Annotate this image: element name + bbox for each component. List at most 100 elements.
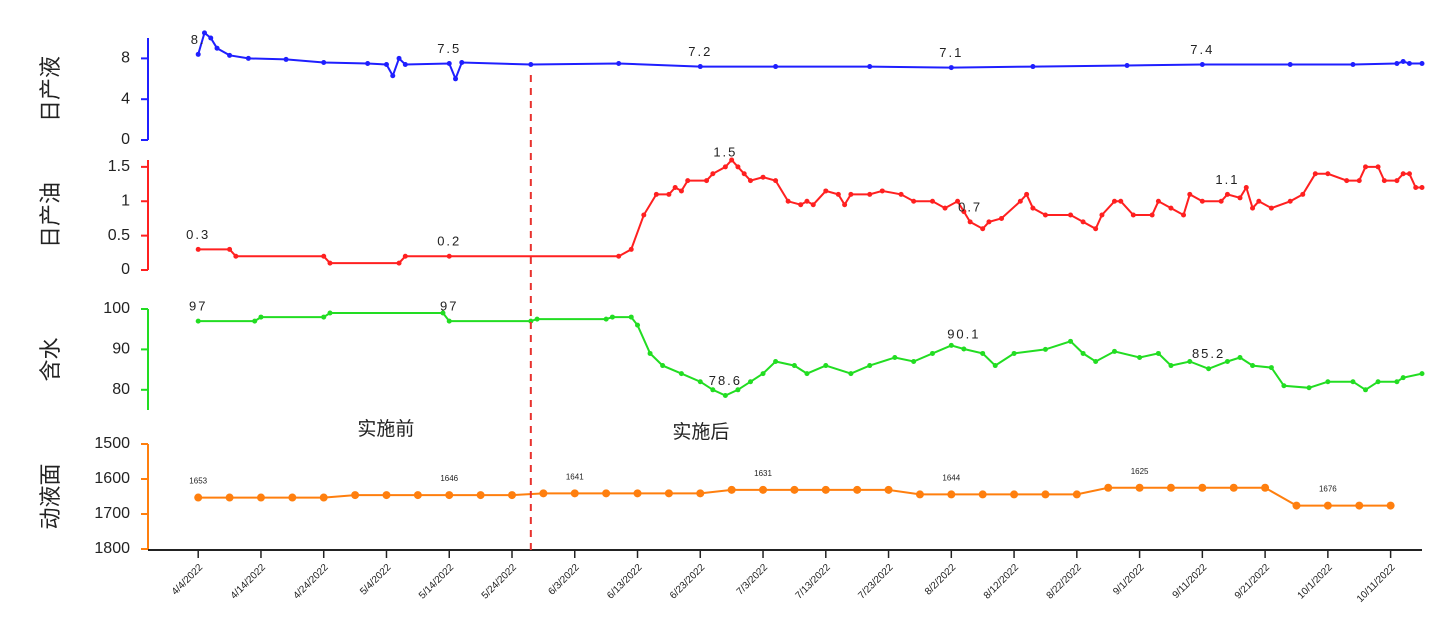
data-point	[1325, 171, 1331, 177]
data-point	[1287, 62, 1293, 68]
data-point	[986, 219, 992, 225]
data-point	[741, 171, 747, 177]
data-point	[747, 178, 753, 184]
data-point	[898, 191, 904, 197]
data-label: 0.3	[186, 227, 210, 242]
data-label: 85.2	[1192, 346, 1225, 361]
data-point	[283, 56, 289, 62]
y-tick-label: 4	[121, 90, 130, 107]
x-tick-label: 9/11/2022	[1171, 562, 1210, 601]
data-point	[1419, 61, 1425, 66]
data-point	[383, 62, 389, 68]
data-point	[365, 61, 371, 66]
data-point	[1072, 490, 1081, 499]
x-tick-label: 8/12/2022	[982, 562, 1022, 602]
phase-label: 实施后	[672, 421, 729, 443]
data-point	[947, 490, 956, 499]
data-point	[1168, 205, 1174, 211]
data-point	[319, 493, 328, 502]
data-point	[955, 198, 961, 204]
data-point	[402, 253, 408, 259]
data-point	[1041, 490, 1050, 499]
data-point	[233, 253, 239, 259]
x-tick-label: 8/22/2022	[1045, 562, 1085, 602]
data-point	[1292, 501, 1301, 510]
data-point	[1394, 379, 1400, 385]
data-label: 1653	[189, 477, 207, 486]
data-point	[678, 371, 684, 377]
data-point	[1419, 185, 1425, 190]
x-tick-label: 9/1/2022	[1111, 562, 1147, 598]
y-tick-label: 1	[121, 192, 130, 209]
data-point	[1124, 63, 1130, 69]
y-axis-label: 日产油	[39, 182, 64, 248]
data-point	[635, 322, 641, 328]
data-point	[929, 198, 935, 204]
data-line	[197, 31, 1422, 82]
y-tick-label: 1700	[94, 505, 130, 522]
data-point	[1187, 359, 1193, 365]
data-point	[1099, 212, 1105, 218]
data-point	[1413, 185, 1419, 190]
data-point	[227, 246, 233, 252]
data-point	[633, 489, 642, 498]
data-point	[848, 191, 854, 197]
data-point	[653, 191, 659, 197]
data-point	[453, 76, 459, 82]
y-axis-label: 含水	[39, 337, 64, 381]
data-point	[980, 226, 986, 232]
data-point	[628, 314, 634, 320]
data-label: 0.7	[958, 199, 982, 214]
data-point	[704, 178, 710, 184]
data-point	[678, 188, 684, 194]
data-point	[1181, 212, 1187, 218]
data-point	[1080, 350, 1086, 356]
data-point	[628, 246, 634, 252]
data-point	[1187, 191, 1193, 197]
data-point	[1400, 171, 1406, 177]
data-label: 90.1	[947, 326, 980, 341]
data-label: 1.1	[1215, 172, 1239, 187]
data-point	[1350, 62, 1356, 68]
data-point	[823, 188, 829, 194]
y-tick-label: 0	[121, 131, 130, 148]
data-point	[1093, 226, 1099, 232]
data-point	[214, 45, 220, 51]
x-tick-label: 4/24/2022	[291, 562, 331, 602]
data-point	[476, 491, 485, 500]
x-tick-label: 5/4/2022	[358, 562, 394, 598]
data-point	[672, 185, 678, 190]
data-point	[735, 164, 741, 170]
data-point	[1042, 212, 1048, 218]
data-point	[195, 51, 201, 57]
data-point	[1224, 359, 1230, 365]
data-point	[785, 198, 791, 204]
data-point	[1268, 205, 1274, 211]
data-point	[225, 493, 234, 502]
data-point	[980, 350, 986, 356]
data-point	[1080, 219, 1086, 225]
data-point	[396, 260, 402, 266]
data-point	[616, 61, 622, 66]
data-point	[729, 157, 735, 163]
y-axis-label: 动液面	[39, 463, 64, 529]
data-point	[879, 188, 885, 194]
x-tick-label: 7/23/2022	[856, 562, 896, 602]
data-label: 1631	[754, 469, 772, 478]
y-tick-label: 1800	[94, 540, 130, 557]
data-label: 1676	[1319, 485, 1337, 494]
data-point	[446, 318, 452, 324]
x-tick-label: 6/13/2022	[605, 562, 645, 602]
data-point	[867, 363, 873, 369]
data-point	[1155, 350, 1161, 356]
data-point	[710, 171, 716, 177]
data-point	[1199, 62, 1205, 68]
y-tick-label: 0.5	[108, 227, 130, 244]
data-point	[1261, 483, 1270, 492]
data-point	[1363, 164, 1369, 170]
data-point	[1135, 483, 1144, 492]
data-point	[697, 379, 703, 385]
data-point	[1375, 379, 1381, 385]
data-point	[609, 314, 615, 320]
data-point	[321, 314, 327, 320]
